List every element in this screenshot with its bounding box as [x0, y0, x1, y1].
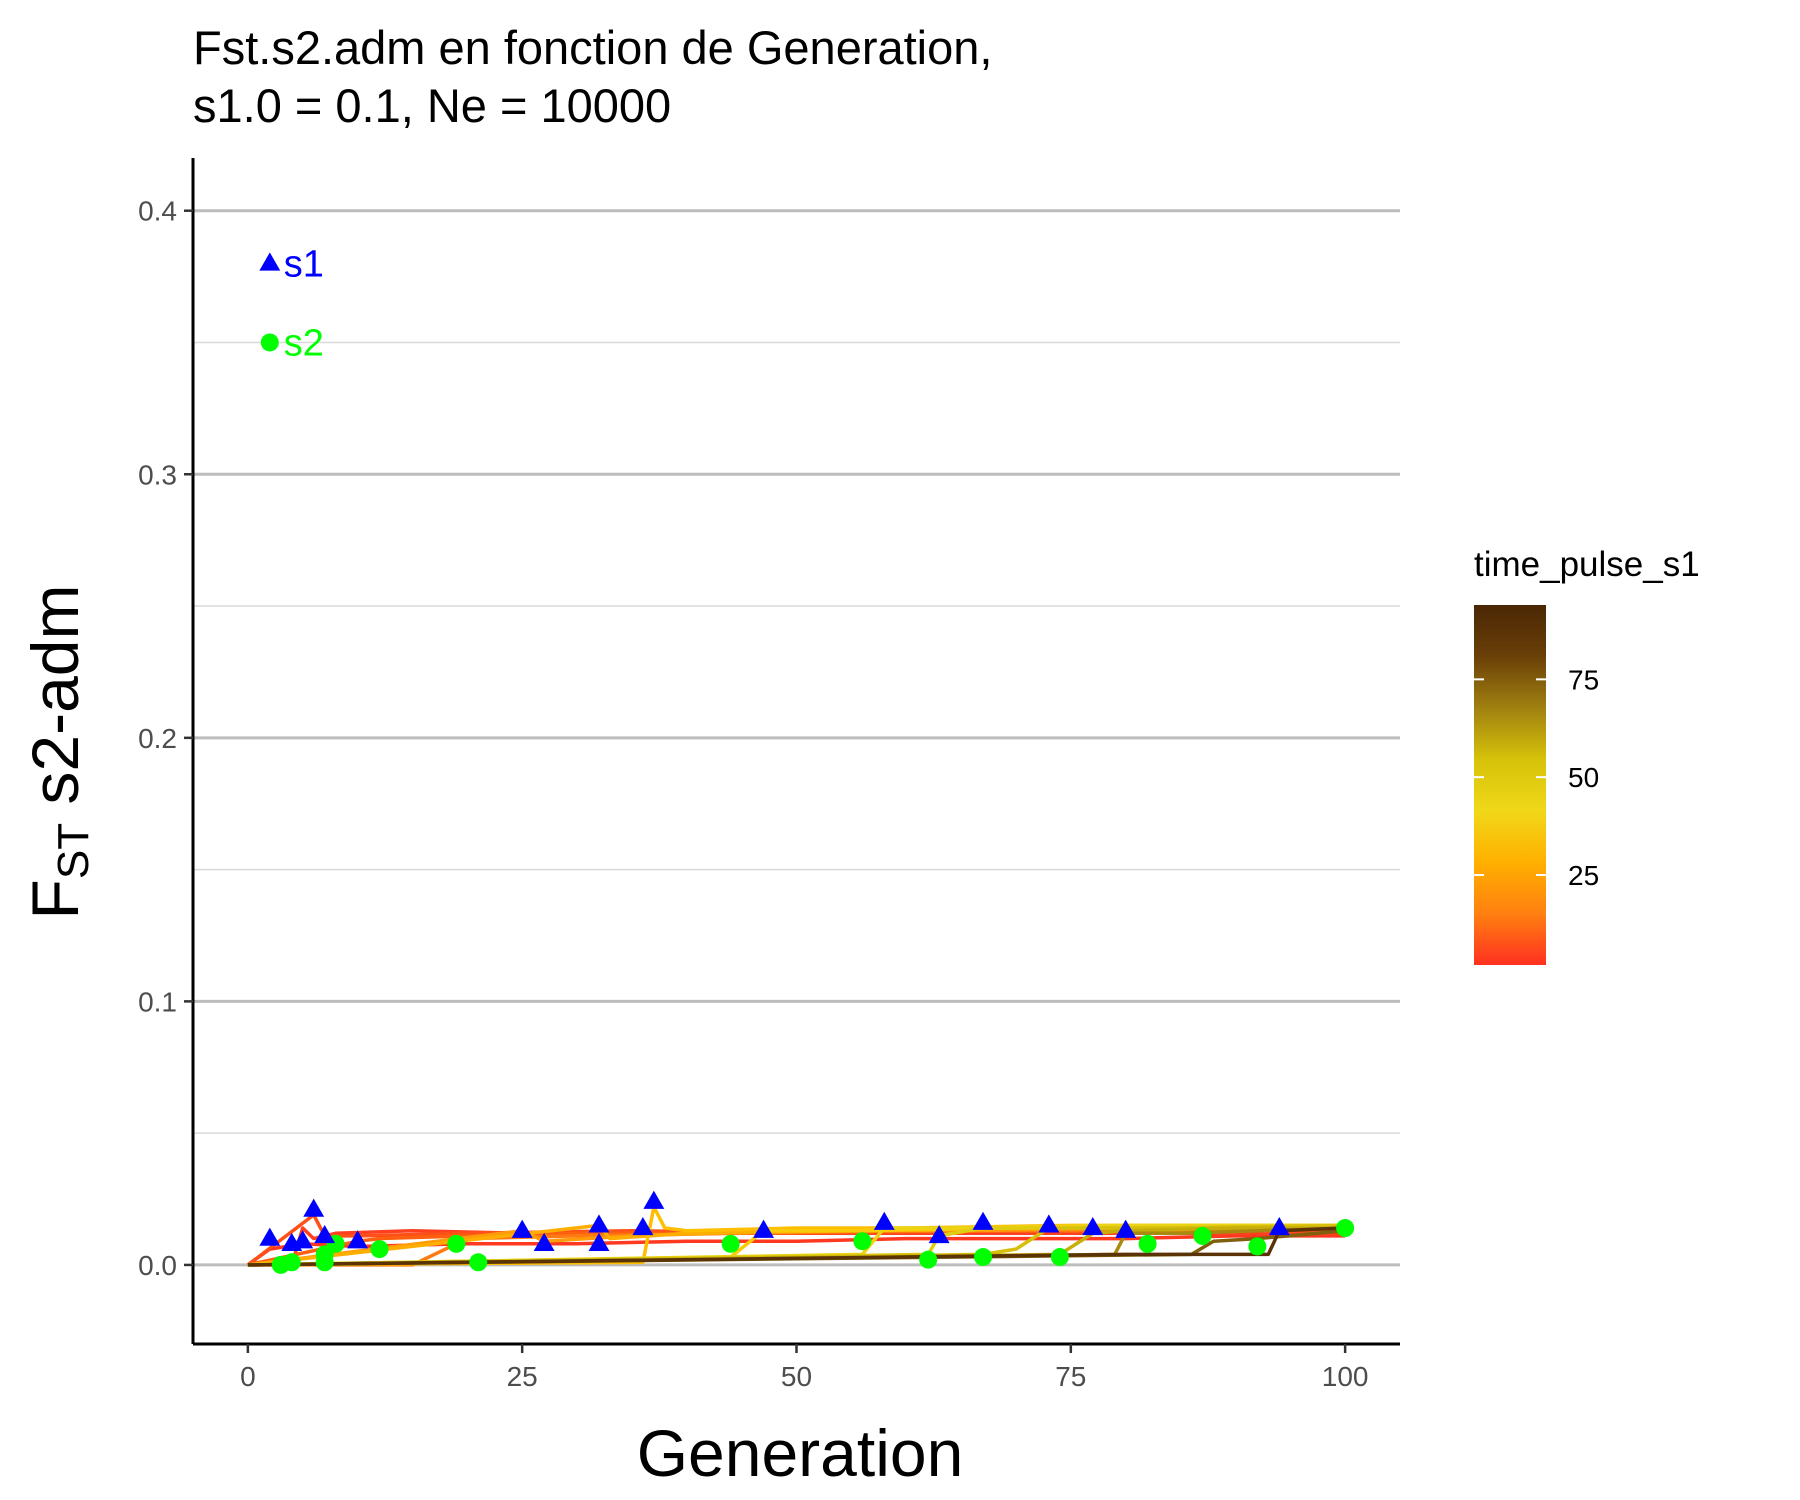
- s2-point: [469, 1253, 488, 1272]
- s2-point: [919, 1250, 938, 1269]
- s1-point: [588, 1232, 610, 1251]
- s1-point: [588, 1214, 610, 1233]
- s1-point: [259, 1227, 281, 1246]
- x-tick-label: 75: [1055, 1361, 1086, 1392]
- s1-point: [643, 1190, 665, 1209]
- annotation-label-s1: s1: [284, 243, 324, 285]
- annotation-marker-s1: [259, 252, 281, 271]
- legend-tick-label: 75: [1568, 664, 1599, 695]
- x-tick-label: 25: [507, 1361, 538, 1392]
- marker-points: [259, 1190, 1355, 1274]
- y-tick-label: 0.1: [138, 986, 177, 1017]
- s1-point: [632, 1217, 654, 1236]
- axes: 0 25 50 75 100 0.0 0.1 0.2 0.3 0.4: [138, 158, 1400, 1392]
- annotations: s1 s2: [259, 243, 324, 364]
- x-tick-label: 100: [1322, 1361, 1369, 1392]
- x-tick-label: 50: [781, 1361, 812, 1392]
- s1-point: [533, 1232, 555, 1251]
- s2-point: [1248, 1237, 1267, 1256]
- legend: time_pulse_s1 25 50 75: [1474, 545, 1700, 965]
- legend-tick-label: 50: [1568, 762, 1599, 793]
- chart-title-line-2: s1.0 = 0.1, Ne = 10000: [193, 79, 671, 132]
- x-tick-label: 0: [240, 1361, 256, 1392]
- chart-title-line-1: Fst.s2.adm en fonction de Generation,: [193, 21, 992, 74]
- legend-colorbar: [1474, 605, 1546, 965]
- y-tick-label: 0.3: [138, 459, 177, 490]
- annotation-label-s2: s2: [284, 322, 324, 364]
- x-axis-title: Generation: [637, 1416, 964, 1490]
- legend-title: time_pulse_s1: [1474, 545, 1700, 584]
- s2-point: [370, 1240, 389, 1259]
- legend-ticks: 25 50 75: [1474, 664, 1599, 891]
- s1-point: [972, 1211, 994, 1230]
- grid-lines: [193, 209, 1400, 1267]
- s2-point: [1050, 1248, 1069, 1267]
- s1-point: [303, 1198, 325, 1217]
- y-axis-title-rest: s2-adm: [18, 585, 92, 823]
- y-axis-title-subscript: ST: [49, 823, 98, 879]
- s2-point: [1138, 1234, 1157, 1253]
- plot-panel: s1 s2 0 25 50 75 100 0.0 0.1 0.2 0.3 0.4: [138, 158, 1400, 1392]
- s2-point: [721, 1234, 740, 1253]
- s1-point: [1115, 1219, 1137, 1238]
- legend-tick-label: 25: [1568, 860, 1599, 891]
- y-axis-title: FST s2-adm: [18, 585, 98, 920]
- y-axis-title-main: F: [18, 879, 92, 919]
- s1-point: [1082, 1217, 1104, 1236]
- s1-point: [928, 1224, 950, 1244]
- s1-point: [347, 1230, 369, 1249]
- s1-point: [753, 1219, 775, 1238]
- s1-point: [1268, 1217, 1290, 1236]
- s2-point: [315, 1253, 334, 1272]
- s2-point: [447, 1234, 466, 1253]
- s2-point: [1193, 1226, 1212, 1245]
- s1-point: [1038, 1214, 1060, 1233]
- s1-point: [511, 1219, 533, 1238]
- s2-point: [282, 1253, 301, 1272]
- annotation-marker-s2: [260, 333, 279, 352]
- s1-point: [314, 1224, 336, 1244]
- y-tick-label: 0.0: [138, 1250, 177, 1281]
- s1-point: [292, 1230, 314, 1249]
- s2-point: [974, 1248, 993, 1267]
- s2-point: [853, 1232, 872, 1251]
- y-tick-label: 0.2: [138, 723, 177, 754]
- series-lines: [246, 1205, 1346, 1267]
- y-tick-label: 0.4: [138, 196, 177, 227]
- s2-point: [1336, 1219, 1355, 1238]
- s1-point: [873, 1211, 895, 1230]
